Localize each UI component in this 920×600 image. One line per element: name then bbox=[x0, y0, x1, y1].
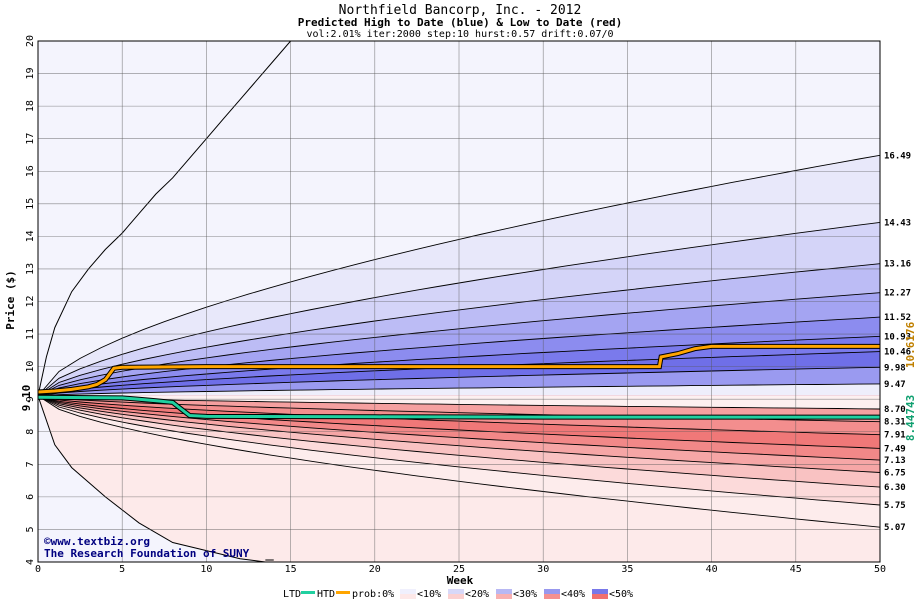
band-end-label-6: 10.46 bbox=[884, 348, 911, 358]
band-end-label-17: 5.07 bbox=[884, 523, 906, 533]
legend-item-0: <10% bbox=[400, 589, 441, 600]
x-tick-label-9: 45 bbox=[790, 564, 802, 575]
legend: LTD HTD prob:0% <10% <20% <30% <40% <50% bbox=[283, 589, 633, 600]
x-tick-label-5: 25 bbox=[453, 564, 465, 575]
legend-htd-label: HTD bbox=[317, 589, 335, 600]
legend-item-1: <20% bbox=[448, 589, 489, 600]
y-tick-label-4: 8 bbox=[25, 429, 36, 435]
copyright-text: ©www.textbiz.org bbox=[44, 535, 150, 548]
x-tick-label-2: 10 bbox=[200, 564, 212, 575]
band-end-label-3: 12.27 bbox=[884, 289, 911, 299]
y-tick-label-3: 7 bbox=[25, 461, 36, 467]
grid bbox=[37, 40, 881, 563]
band-end-label-12: 7.49 bbox=[884, 444, 906, 454]
band-end-label-5: 10.93 bbox=[884, 332, 911, 342]
ltd-series-line bbox=[37, 395, 880, 419]
y-tick-label-14: 18 bbox=[25, 100, 36, 112]
y-tick-label-1: 5 bbox=[25, 526, 36, 532]
legend-ltd-label: LTD bbox=[283, 589, 301, 600]
plot-area: 0 5 10 15 20 25 30 35 40 45 5045678910111213141516… bbox=[25, 35, 911, 575]
x-axis-title: Week bbox=[447, 574, 474, 587]
x-tick-label-10: 50 bbox=[874, 564, 886, 575]
legend-item-2: <30% bbox=[496, 589, 537, 600]
x-tick-label-1: 5 bbox=[119, 564, 125, 575]
legend-swatch-red-0 bbox=[400, 594, 416, 599]
y-tick-label-16: 20 bbox=[25, 35, 36, 47]
chart-params: vol:2.01% iter:2000 step:10 hurst:0.57 d… bbox=[306, 29, 613, 40]
band-end-label-10: 8.31 bbox=[884, 418, 906, 428]
legend-swatch-blue-0 bbox=[400, 589, 416, 594]
band-end-label-11: 7.91 bbox=[884, 431, 906, 441]
y-tick-label-7: 11 bbox=[25, 328, 36, 340]
htd-current-label: 10.6176 bbox=[904, 321, 917, 368]
legend-swatch-blue-3 bbox=[544, 589, 560, 594]
legend-swatch-blue-2 bbox=[496, 589, 512, 594]
chart-title: Northfield Bancorp, Inc. - 2012 bbox=[339, 3, 582, 18]
legend-item-4: <50% bbox=[592, 589, 633, 600]
legend-swatch-blue-4 bbox=[592, 589, 608, 594]
band-end-label-13: 7.13 bbox=[884, 456, 906, 466]
legend-item-label-0: <10% bbox=[417, 589, 441, 600]
y-tick-label-12: 16 bbox=[25, 165, 36, 177]
y-tick-label-15: 19 bbox=[25, 68, 36, 80]
y-axis-title: Price ($) bbox=[4, 270, 17, 330]
chart-subtitle: Predicted High to Date (blue) & Low to D… bbox=[298, 16, 623, 29]
legend-item-label-3: <40% bbox=[561, 589, 585, 600]
band-end-label-14: 6.75 bbox=[884, 468, 906, 478]
legend-ltd-swatch bbox=[301, 591, 315, 594]
x-tick-label-6: 30 bbox=[537, 564, 549, 575]
band-end-label-15: 6.30 bbox=[884, 483, 906, 493]
y-tick-label-6: 10 bbox=[25, 361, 36, 373]
legend-swatch-blue-1 bbox=[448, 589, 464, 594]
legend-item-label-1: <20% bbox=[465, 589, 489, 600]
y-tick-label-8: 12 bbox=[25, 295, 36, 307]
y-tick-label-11: 15 bbox=[25, 198, 36, 210]
band-end-label-0: 16.49 bbox=[884, 151, 911, 161]
plot-frame bbox=[37, 40, 881, 563]
plot-bands bbox=[38, 41, 880, 562]
y-tick-label-2: 6 bbox=[25, 494, 36, 500]
legend-swatch-red-1 bbox=[448, 594, 464, 599]
x-tick-label-4: 20 bbox=[369, 564, 381, 575]
x-tick-label-0: 0 bbox=[35, 564, 41, 575]
org-text: The Research Foundation of SUNY bbox=[44, 547, 250, 560]
legend-item-3: <40% bbox=[544, 589, 585, 600]
band-end-label-9: 8.70 bbox=[884, 405, 906, 415]
band-end-label-2: 13.16 bbox=[884, 260, 911, 270]
x-tick-label-7: 35 bbox=[621, 564, 633, 575]
ltd-current-label: 8.44743 bbox=[904, 395, 917, 441]
legend-item-label-4: <50% bbox=[609, 589, 633, 600]
legend-swatch-red-4 bbox=[592, 594, 608, 599]
x-tick-label-3: 15 bbox=[285, 564, 297, 575]
legend-htd-swatch bbox=[336, 591, 350, 594]
band-end-label-7: 9.98 bbox=[884, 363, 906, 373]
band-end-label-16: 5.75 bbox=[884, 501, 906, 511]
y-tick-label-13: 17 bbox=[25, 133, 36, 145]
legend-prob-label: prob:0% bbox=[352, 589, 394, 600]
band-end-label-1: 14.43 bbox=[884, 218, 911, 228]
low-envelope-line bbox=[38, 395, 266, 562]
y-tick-label-10: 14 bbox=[25, 230, 36, 242]
band-end-label-4: 11.52 bbox=[884, 313, 911, 323]
legend-swatch-red-2 bbox=[496, 594, 512, 599]
y-tick-label-5: 9 bbox=[25, 396, 36, 402]
y-tick-label-9: 13 bbox=[25, 263, 36, 275]
x-tick-label-8: 40 bbox=[706, 564, 718, 575]
legend-item-label-2: <30% bbox=[513, 589, 537, 600]
high-envelope-line bbox=[38, 41, 291, 397]
start-price-label: 9.10 bbox=[20, 385, 33, 412]
htd-series-line bbox=[37, 344, 880, 394]
y-tick-label-0: 4 bbox=[25, 559, 36, 565]
band-end-label-8: 9.47 bbox=[884, 380, 906, 390]
legend-swatch-red-3 bbox=[544, 594, 560, 599]
